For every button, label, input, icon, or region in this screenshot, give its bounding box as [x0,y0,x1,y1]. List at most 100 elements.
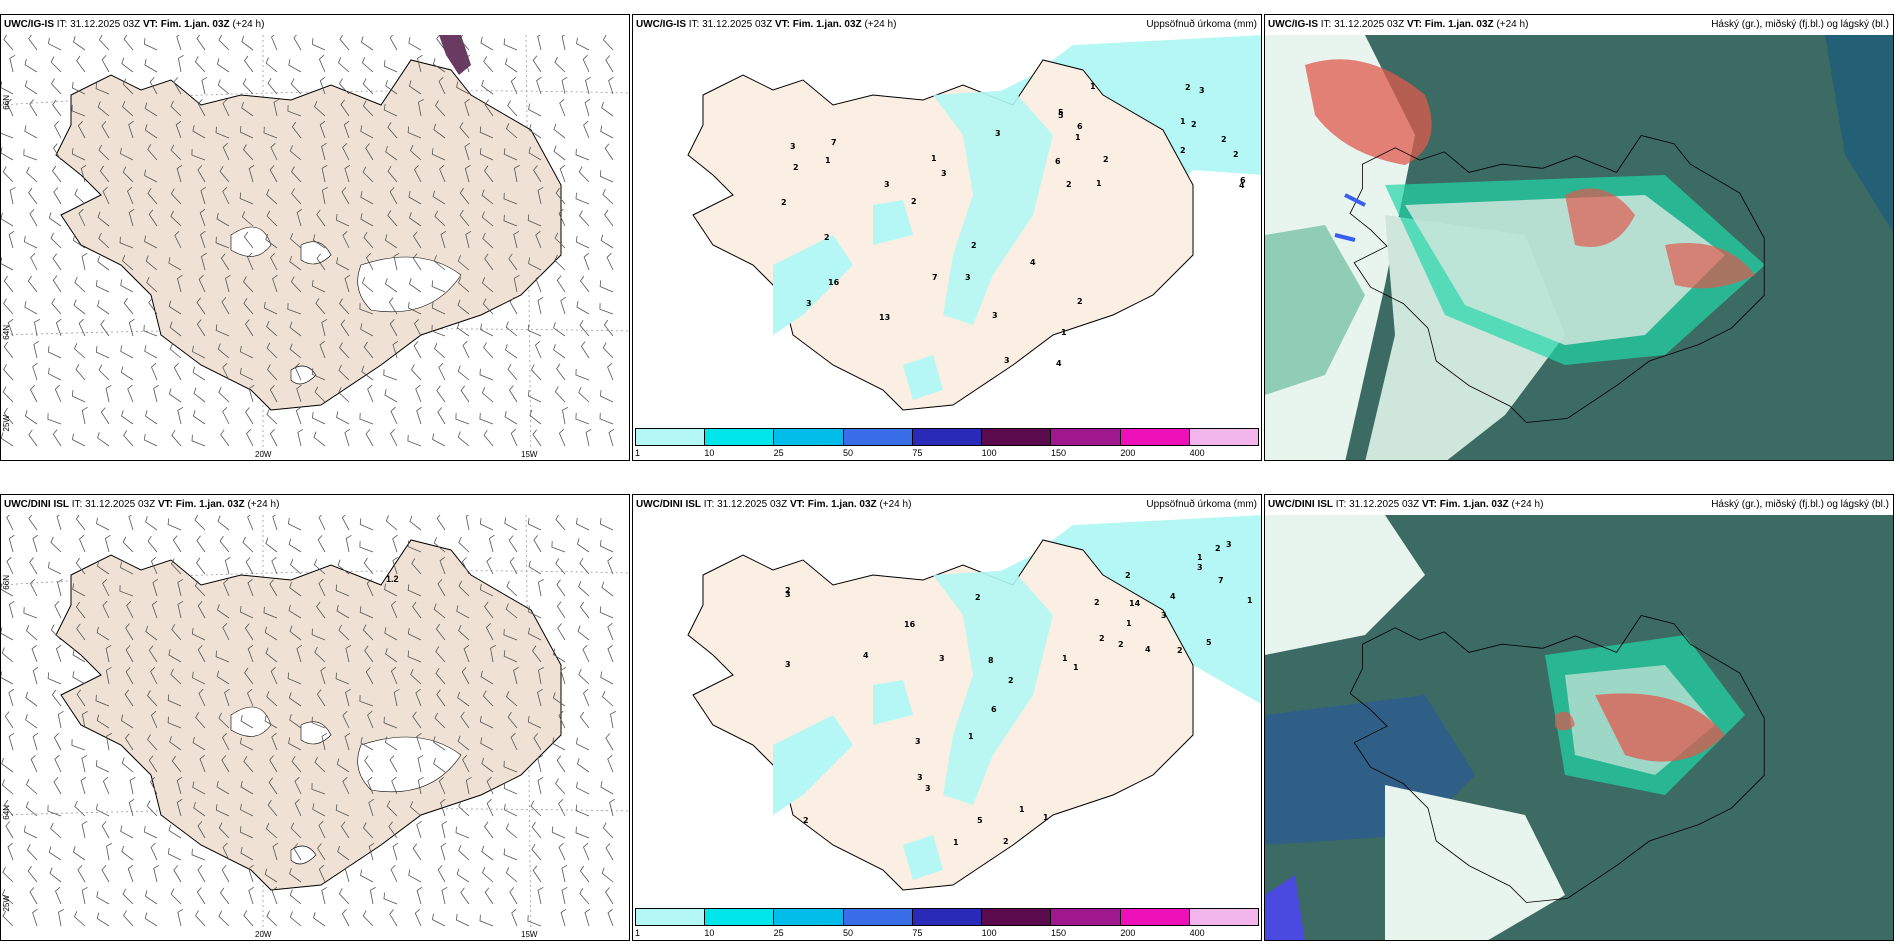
wind-barb [266,320,278,337]
colorbar-swatch [1120,909,1190,925]
wind-barb [50,232,62,249]
wind-barb [433,255,446,271]
wind-barb [339,298,350,315]
precip-value: 1 [825,156,831,165]
wind-barb [289,911,302,927]
wind-barb [538,667,544,685]
wind-barb [271,556,278,575]
colorbar-label: 400 [1189,448,1205,458]
colorbar-swatch [1051,429,1121,445]
wind-barb [341,909,350,927]
wind-barb [197,99,206,117]
wind-barb [24,58,38,73]
wind-barb [177,578,184,597]
wind-barb [479,126,494,139]
wind-barb [368,798,374,817]
wind-barb [289,321,302,337]
wind-barb [461,667,470,685]
wind-barb [484,601,494,619]
wind-barb [461,557,470,575]
wind-barb [56,515,62,531]
wind-barb [335,584,350,597]
wind-barb [7,842,14,861]
wind-barb [100,407,110,425]
wind-barb [168,824,182,839]
wind-barb [583,688,590,707]
wind-barb [440,798,446,817]
wind-barb [344,864,351,883]
wind-barb [457,365,470,381]
wind-barb [144,124,158,139]
wind-barb [219,535,230,553]
precip-value: 1 [1126,619,1132,628]
wind-barb [465,230,472,249]
wind-barb [412,711,422,729]
wind-barb [287,105,302,117]
wind-barb [552,648,566,663]
wind-barb [170,100,182,117]
wind-barb [432,736,446,751]
panel-variable-title: Háský (gr.), miðský (fj.bl.) og lágský (… [1711,19,1889,30]
wind-barb [3,407,14,425]
wind-barb [393,252,400,271]
panel-wind-igis: UWC/IG-IS IT: 31.12.2025 03Z VT: Fim. 1.… [0,14,630,461]
wind-barb [558,842,566,861]
wind-barb [318,54,326,73]
wind-barb [559,98,566,117]
wind-barb [556,579,566,597]
cloud-map [1265,35,1893,460]
wind-barb [76,623,86,641]
precip-value: 1 [1180,117,1186,126]
wind-barb [579,319,590,337]
wind-barb [481,277,494,293]
wind-barb [410,668,422,685]
panel-precip-igis: UWC/IG-IS IT: 31.12.2025 03Z VT: Fim. 1.… [632,14,1262,461]
wind-barb [128,120,134,139]
wind-barb [191,434,206,447]
wind-barb [389,755,398,773]
wind-barb [106,843,112,861]
wind-barb [2,910,14,927]
wind-barb [580,341,590,359]
wind-barb [364,645,374,663]
wind-barb [177,600,184,619]
wind-barb [463,644,470,663]
wind-barb [225,274,231,293]
wind-barb [481,211,494,227]
wind-barb [50,624,62,641]
wind-barb [34,319,40,337]
wind-barb [363,341,374,359]
wind-barb [554,232,566,249]
wind-barb [457,322,470,337]
wind-barb [486,798,494,817]
wind-barb [146,800,158,817]
wind-barb [340,319,350,337]
wind-barb [95,694,110,707]
wind-barb [578,386,590,403]
wind-barb [479,583,494,597]
wind-barb [74,800,86,817]
wind-barb [151,600,158,619]
wind-barb [577,625,590,641]
wind-barb [296,208,303,227]
wind-barb [288,737,302,751]
wind-barb-map: 1.2 [1,515,629,940]
wind-barb [289,889,302,905]
wind-barb [269,755,278,773]
wind-barb [101,55,110,73]
wind-barb [359,518,374,531]
wind-barb [459,35,470,51]
wind-barb [2,866,14,883]
wind-barb [607,362,614,381]
wind-barb [192,781,206,795]
wind-barb [98,232,110,249]
wind-barb [3,35,14,51]
wind-barb [127,384,134,403]
wind-barb [1,757,14,773]
wind-barb [96,891,110,905]
wind-barb [314,101,326,117]
wind-barb [148,755,158,773]
wind-barb [50,56,62,73]
precip-value: 14 [1129,599,1141,608]
wind-barb [57,710,64,729]
